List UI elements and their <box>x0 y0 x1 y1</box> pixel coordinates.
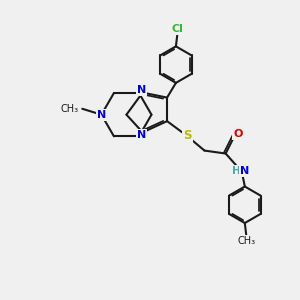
Text: N: N <box>97 110 106 120</box>
Text: S: S <box>183 129 192 142</box>
Text: N: N <box>137 85 146 94</box>
Text: CH₃: CH₃ <box>61 104 79 114</box>
Text: H: H <box>232 166 241 176</box>
Text: CH₃: CH₃ <box>237 236 255 246</box>
Text: Cl: Cl <box>171 24 183 34</box>
Text: N: N <box>240 166 249 176</box>
Text: O: O <box>233 129 243 140</box>
Text: N: N <box>137 130 146 140</box>
